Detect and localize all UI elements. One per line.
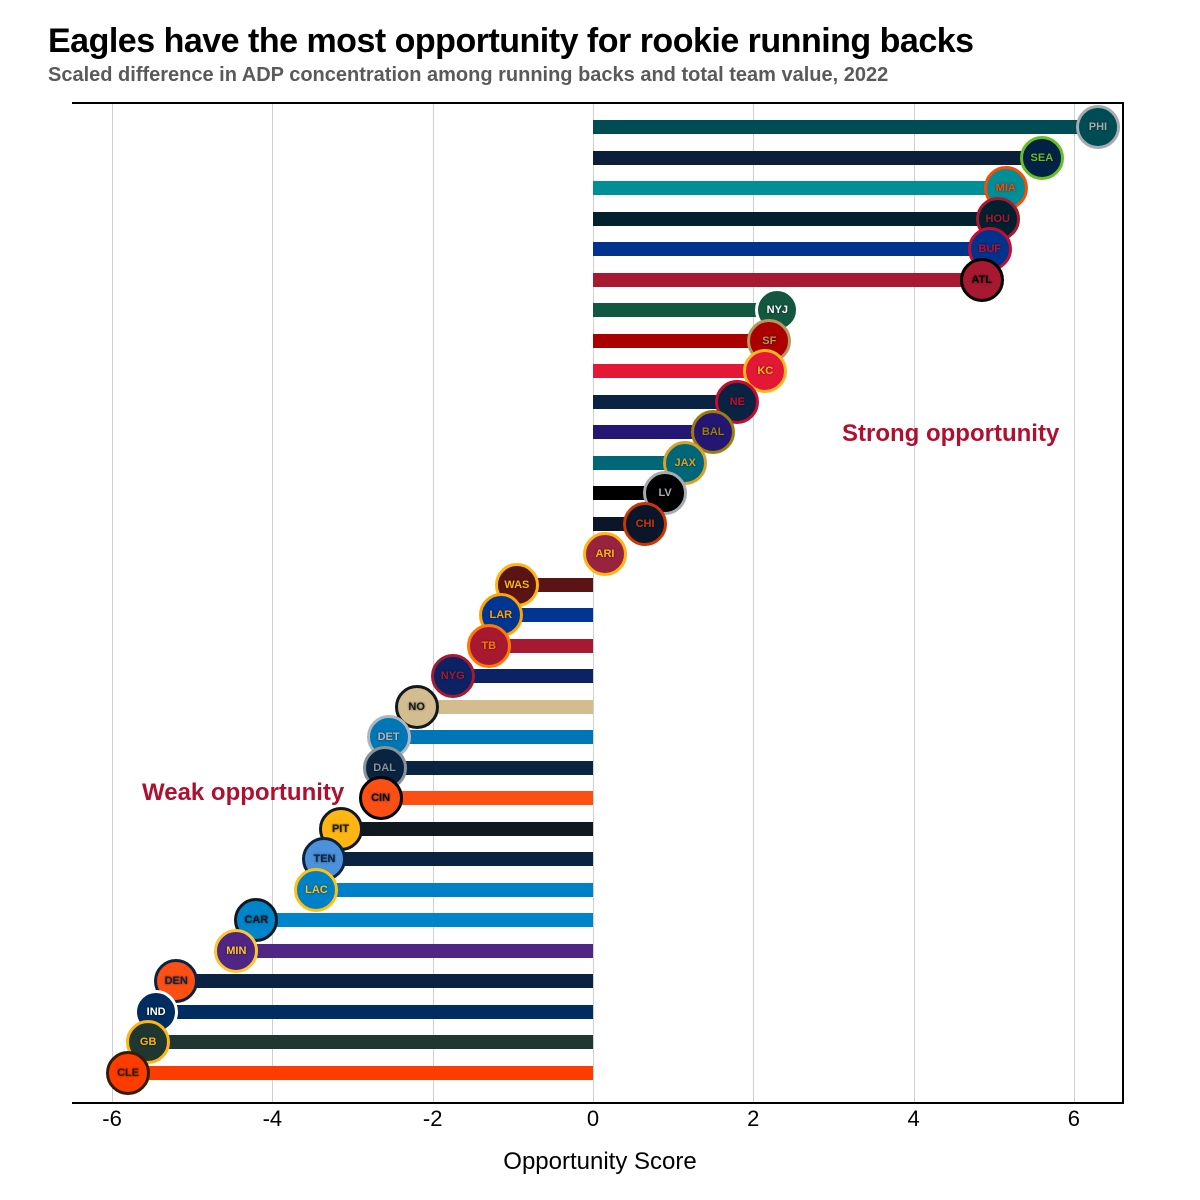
x-axis-line bbox=[72, 1102, 1122, 1104]
bar-den bbox=[176, 974, 593, 988]
x-tick-label: 4 bbox=[907, 1106, 919, 1132]
bar-min bbox=[236, 944, 593, 958]
bar-sf bbox=[593, 334, 769, 348]
team-logo-min: MIN bbox=[214, 929, 258, 973]
x-tick-label: -6 bbox=[102, 1106, 122, 1132]
bar-cin bbox=[381, 791, 593, 805]
team-logo-tb: TB bbox=[467, 624, 511, 668]
team-logo-cin: CIN bbox=[359, 776, 403, 820]
bar-ind bbox=[156, 1005, 593, 1019]
team-logo-phi: PHI bbox=[1076, 105, 1120, 149]
team-logo-ari: ARI bbox=[583, 532, 627, 576]
bar-kc bbox=[593, 364, 765, 378]
x-tick-label: 6 bbox=[1068, 1106, 1080, 1132]
chart-subtitle: Scaled difference in ADP concentration a… bbox=[48, 64, 888, 87]
bar-buf bbox=[593, 242, 990, 256]
team-logo-sea: SEA bbox=[1020, 136, 1064, 180]
bar-mia bbox=[593, 181, 1006, 195]
team-logo-cle: CLE bbox=[106, 1051, 150, 1095]
x-tick-labels: -6 -4 -2 0 2 4 6 bbox=[72, 1106, 1122, 1146]
bar-atl bbox=[593, 273, 982, 287]
team-logo-chi: CHI bbox=[623, 502, 667, 546]
annotation-weak: Weak opportunity bbox=[142, 779, 344, 807]
bar-hou bbox=[593, 212, 998, 226]
bar-ten bbox=[324, 852, 593, 866]
bar-no bbox=[417, 700, 593, 714]
team-logo-nyg: NYG bbox=[431, 654, 475, 698]
x-tick-label: -4 bbox=[263, 1106, 283, 1132]
bar-sea bbox=[593, 151, 1042, 165]
bar-car bbox=[256, 913, 593, 927]
bar-gb bbox=[148, 1035, 593, 1049]
team-logo-atl: ATL bbox=[960, 258, 1004, 302]
chart-page: Eagles have the most opportunity for roo… bbox=[0, 0, 1200, 1200]
annotation-strong: Strong opportunity bbox=[842, 420, 1059, 448]
bar-dal bbox=[385, 761, 593, 775]
chart-title: Eagles have the most opportunity for roo… bbox=[48, 22, 974, 61]
bar-det bbox=[389, 730, 593, 744]
x-tick-label: 2 bbox=[747, 1106, 759, 1132]
plot-area: PHISEAMIAHOUBUFATLNYJSFKCNEBALJAXLVCHIAR… bbox=[72, 102, 1124, 1104]
bar-lac bbox=[316, 883, 593, 897]
bar-cle bbox=[128, 1066, 593, 1080]
team-logo-lac: LAC bbox=[294, 868, 338, 912]
bar-nyj bbox=[593, 303, 777, 317]
x-tick-label: 0 bbox=[587, 1106, 599, 1132]
bar-phi bbox=[593, 120, 1098, 134]
bars-layer: PHISEAMIAHOUBUFATLNYJSFKCNEBALJAXLVCHIAR… bbox=[72, 104, 1122, 1104]
bar-pit bbox=[341, 822, 593, 836]
x-axis-label: Opportunity Score bbox=[503, 1148, 696, 1176]
x-tick-label: -2 bbox=[423, 1106, 443, 1132]
